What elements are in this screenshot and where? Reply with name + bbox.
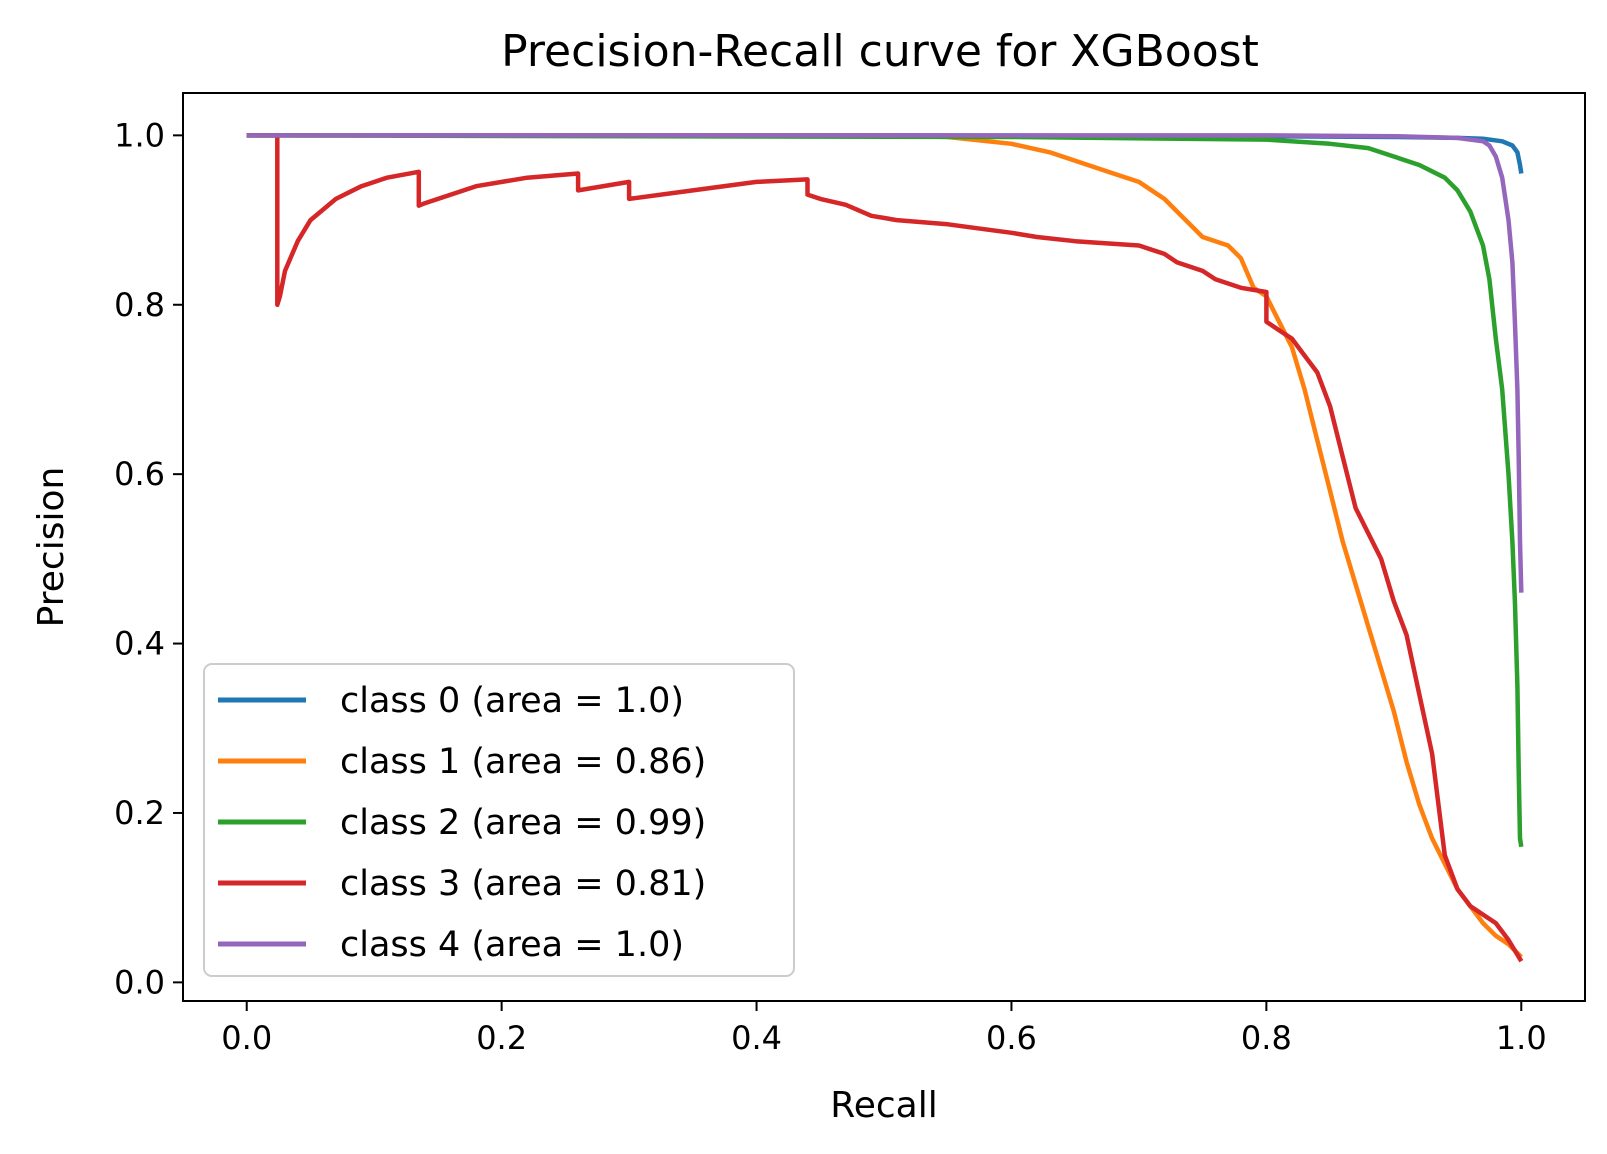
legend: class 0 (area = 1.0) class 1 (area = 0.86…: [203, 663, 795, 977]
plot-area-frame: [182, 92, 1586, 1002]
legend-box: [203, 663, 795, 977]
x-axis-label: Recall: [830, 1085, 937, 1126]
series-line-class-0: [246, 133, 1524, 174]
x-tick-label: 0.6: [986, 1019, 1037, 1057]
y-tick-label: 0.4: [114, 625, 165, 663]
legend-label: class 3 (area = 0.81): [340, 864, 706, 904]
series-line-class-2: [246, 133, 1524, 848]
y-tick-label: 0.2: [114, 794, 165, 832]
x-tick-label: 0.2: [476, 1019, 527, 1057]
series-layer: [246, 133, 1524, 963]
legend-label: class 4 (area = 1.0): [340, 925, 684, 965]
series-line-class-4: [246, 133, 1524, 593]
x-tick-label: 1.0: [1496, 1019, 1547, 1057]
legend-label: class 0 (area = 1.0): [340, 681, 684, 721]
chart-title: Precision-Recall curve for XGBoost: [501, 26, 1259, 77]
y-axis-ticks: 0.0 0.2 0.4 0.6 0.8 1.0: [114, 116, 183, 1001]
x-axis-ticks: 0.0 0.2 0.4 0.6 0.8 1.0: [221, 1001, 1547, 1057]
y-tick-label: 0.8: [114, 286, 165, 324]
series-line-class-1: [246, 133, 1523, 959]
x-tick-label: 0.0: [221, 1019, 272, 1057]
legend-label: class 2 (area = 0.99): [340, 803, 706, 843]
y-axis-label: Precision: [31, 467, 72, 628]
x-tick-label: 0.4: [731, 1019, 782, 1057]
y-tick-label: 1.0: [114, 116, 165, 154]
series-line-class-3: [246, 133, 1524, 963]
y-tick-label: 0.0: [114, 963, 165, 1001]
y-tick-label: 0.6: [114, 455, 165, 493]
x-tick-label: 0.8: [1241, 1019, 1292, 1057]
legend-label: class 1 (area = 0.86): [340, 742, 706, 782]
